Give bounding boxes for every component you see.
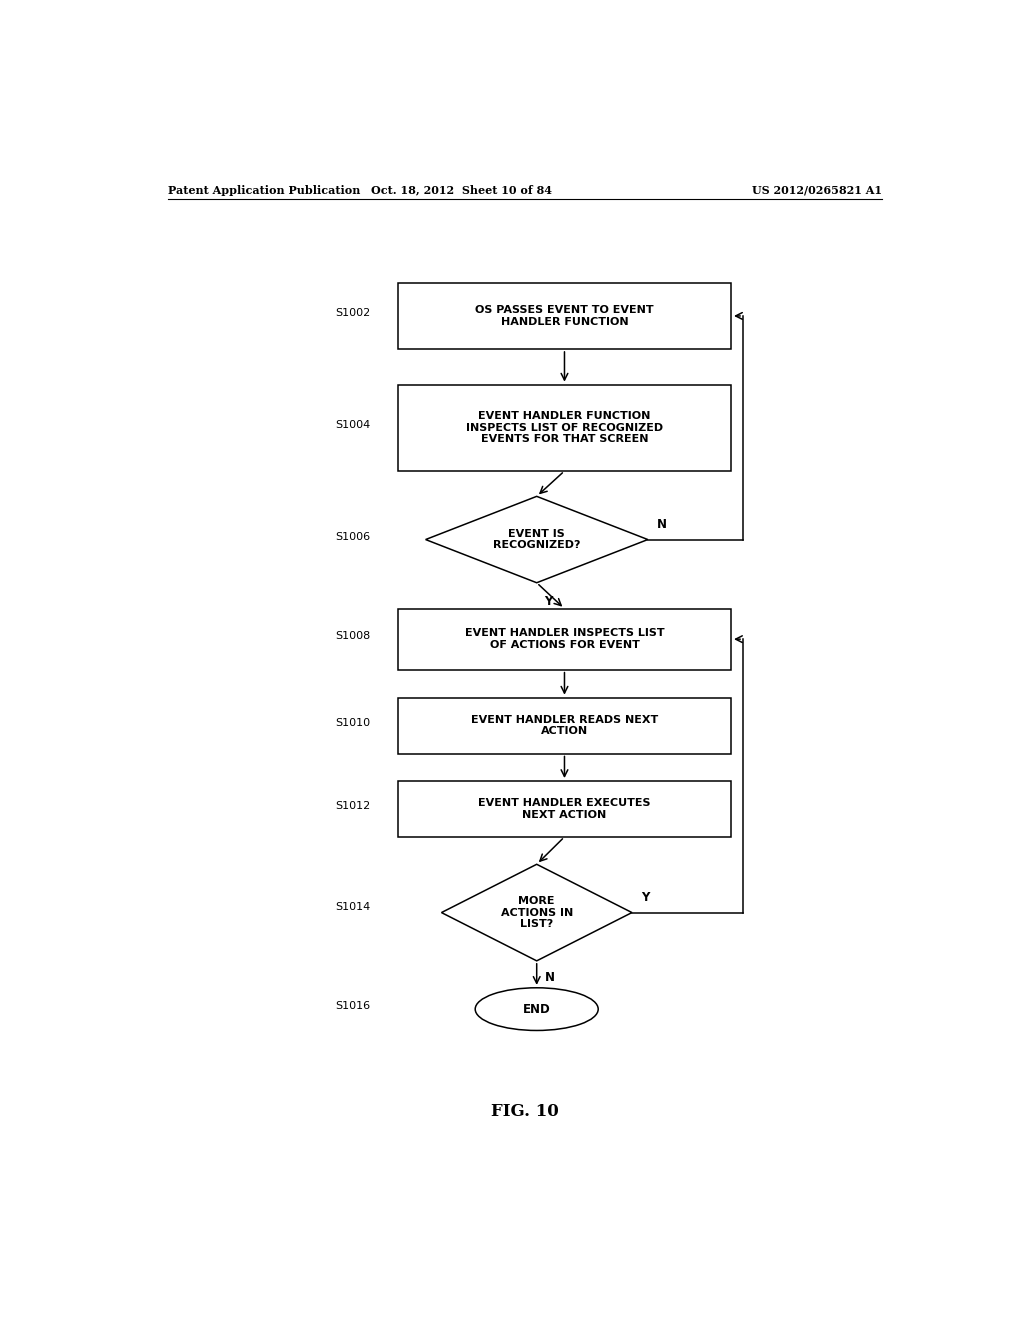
Text: Oct. 18, 2012  Sheet 10 of 84: Oct. 18, 2012 Sheet 10 of 84 [371, 185, 552, 195]
Text: Y: Y [641, 891, 650, 904]
FancyBboxPatch shape [398, 697, 731, 754]
Text: EVENT HANDLER READS NEXT
ACTION: EVENT HANDLER READS NEXT ACTION [471, 714, 658, 737]
Text: S1004: S1004 [335, 420, 370, 430]
Text: US 2012/0265821 A1: US 2012/0265821 A1 [752, 185, 882, 195]
FancyBboxPatch shape [398, 609, 731, 669]
Text: EVENT HANDLER INSPECTS LIST
OF ACTIONS FOR EVENT: EVENT HANDLER INSPECTS LIST OF ACTIONS F… [465, 628, 665, 649]
Text: EVENT IS
RECOGNIZED?: EVENT IS RECOGNIZED? [493, 529, 581, 550]
Text: EVENT HANDLER FUNCTION
INSPECTS LIST OF RECOGNIZED
EVENTS FOR THAT SCREEN: EVENT HANDLER FUNCTION INSPECTS LIST OF … [466, 411, 664, 445]
Text: OS PASSES EVENT TO EVENT
HANDLER FUNCTION: OS PASSES EVENT TO EVENT HANDLER FUNCTIO… [475, 305, 653, 327]
Text: Patent Application Publication: Patent Application Publication [168, 185, 360, 195]
Text: S1008: S1008 [335, 631, 370, 642]
Polygon shape [426, 496, 648, 582]
FancyBboxPatch shape [398, 781, 731, 837]
Text: S1014: S1014 [335, 903, 370, 912]
Text: S1010: S1010 [335, 718, 370, 727]
Text: Y: Y [545, 595, 553, 609]
Text: END: END [523, 1003, 551, 1015]
Text: EVENT HANDLER EXECUTES
NEXT ACTION: EVENT HANDLER EXECUTES NEXT ACTION [478, 799, 650, 820]
Text: MORE
ACTIONS IN
LIST?: MORE ACTIONS IN LIST? [501, 896, 572, 929]
Text: S1002: S1002 [335, 308, 370, 318]
Text: N: N [657, 519, 668, 532]
FancyBboxPatch shape [398, 384, 731, 471]
Polygon shape [441, 865, 632, 961]
Text: S1012: S1012 [335, 801, 370, 810]
FancyBboxPatch shape [398, 282, 731, 348]
Text: S1016: S1016 [335, 1001, 370, 1011]
Text: N: N [545, 972, 555, 983]
Text: S1006: S1006 [335, 532, 370, 541]
Text: FIG. 10: FIG. 10 [490, 1104, 559, 1121]
Ellipse shape [475, 987, 598, 1031]
